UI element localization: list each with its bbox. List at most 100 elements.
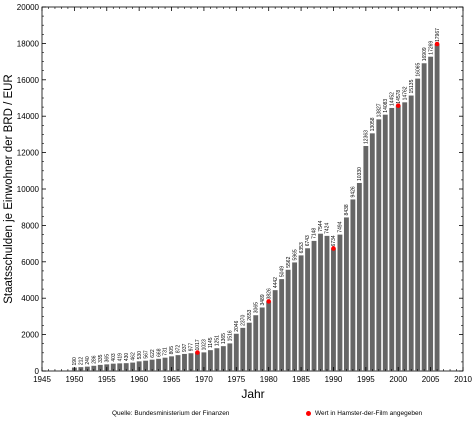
y-tick-label: 10000 xyxy=(17,185,40,194)
bar-value-label: 6353 xyxy=(299,242,305,253)
y-tick-label: 18000 xyxy=(17,39,40,48)
bar xyxy=(233,333,239,371)
bar-value-label: 365 xyxy=(104,354,110,363)
bar xyxy=(298,255,304,371)
bar-value-label: 530 xyxy=(137,351,143,360)
x-tick-label: 1960 xyxy=(130,375,148,384)
bar xyxy=(169,356,174,371)
bar xyxy=(182,353,187,371)
bar-value-label: 6734 xyxy=(331,235,337,246)
bar xyxy=(376,119,382,371)
bar-value-label: 430 xyxy=(124,353,130,362)
bar-value-label: 5562 xyxy=(286,256,292,267)
bar-value-label: 13827 xyxy=(377,103,383,117)
bar xyxy=(149,359,155,371)
bar-value-label: 240 xyxy=(85,356,91,365)
bar xyxy=(363,145,369,371)
y-tick-label: 20000 xyxy=(17,3,40,12)
bar-value-label: 5049 xyxy=(279,266,285,277)
bar-series xyxy=(71,44,440,372)
bar-value-label: 9426 xyxy=(351,186,357,197)
bar xyxy=(415,78,421,372)
bar xyxy=(201,352,207,371)
bar-value-label: 419 xyxy=(117,353,123,362)
bar-value-label: 872 xyxy=(176,345,182,354)
x-tick-label: 2000 xyxy=(389,375,407,384)
bar-value-labels: 190 212 240 286 335 365 403 419 430 462 530 567 622 6… xyxy=(72,28,441,366)
bar-value-label: 2046 xyxy=(234,320,240,331)
bar-value-label: 977 xyxy=(189,343,195,352)
bar xyxy=(428,56,434,371)
y-tick-label: 2000 xyxy=(21,331,39,340)
y-tick-label: 6000 xyxy=(21,258,39,267)
x-tick-label: 1950 xyxy=(65,375,83,384)
bar xyxy=(285,269,291,371)
bar xyxy=(136,361,142,371)
x-tick-label: 1975 xyxy=(227,375,245,384)
bar-value-label: 6743 xyxy=(305,235,311,246)
legend-marker-icon xyxy=(306,410,311,416)
bar xyxy=(434,44,440,371)
bar xyxy=(259,307,265,371)
bar-value-label: 1516 xyxy=(228,330,234,341)
bar-value-label: 16909 xyxy=(422,47,428,61)
bar xyxy=(130,362,136,371)
bar-value-label: 14578 xyxy=(396,90,402,104)
bar-value-label: 3489 xyxy=(260,294,266,305)
x-tick-label: 2005 xyxy=(422,375,440,384)
bar xyxy=(402,102,408,371)
bar-value-label: 567 xyxy=(143,350,149,359)
bar xyxy=(84,366,90,371)
x-tick-label: 1955 xyxy=(98,375,116,384)
bar xyxy=(246,322,252,371)
bar-value-label: 14083 xyxy=(383,99,389,113)
bar xyxy=(305,248,310,371)
bar xyxy=(389,107,395,371)
bar xyxy=(331,248,336,371)
bar xyxy=(318,233,323,371)
y-tick-label: 8000 xyxy=(21,221,39,230)
bar xyxy=(117,363,123,371)
bar-value-label: 286 xyxy=(92,355,98,364)
bar xyxy=(214,348,220,371)
highlight-marker xyxy=(266,299,271,304)
legend-label: Wert in Hamster-der-Film angegeben xyxy=(315,410,423,417)
bar-value-label: 2370 xyxy=(240,315,246,326)
bar xyxy=(337,234,343,371)
bar xyxy=(266,301,272,371)
bar-value-label: 17967 xyxy=(435,28,441,42)
bar xyxy=(123,363,129,371)
bar xyxy=(324,235,330,371)
bar-value-label: 937 xyxy=(182,343,188,352)
bar xyxy=(408,95,414,371)
x-tick-label: 1980 xyxy=(260,375,278,384)
highlight-markers xyxy=(195,41,440,355)
bar xyxy=(356,182,362,371)
bar-value-label: 403 xyxy=(111,353,117,362)
bar-value-label: 14762 xyxy=(402,86,408,100)
bar xyxy=(253,315,259,371)
bar-value-label: 1023 xyxy=(202,339,208,350)
bar-value-label: 7424 xyxy=(325,223,331,234)
bar xyxy=(97,364,103,371)
x-tick-label: 1985 xyxy=(292,375,310,384)
y-tick-label: 14000 xyxy=(17,112,40,121)
bar-value-label: 668 xyxy=(156,348,162,357)
y-tick-label: 16000 xyxy=(17,76,40,85)
bar-value-label: 3826 xyxy=(266,288,272,299)
bar-value-label: 7544 xyxy=(318,220,324,231)
bar-value-label: 15135 xyxy=(409,79,415,93)
y-axis-title: Staatsschulden je Einwohner der BRD / EU… xyxy=(3,74,15,303)
bar xyxy=(369,133,375,371)
bar xyxy=(188,353,194,371)
bar-value-label: 731 xyxy=(163,347,169,356)
y-tick-label: 0 xyxy=(35,367,40,376)
x-tick-label: 2010 xyxy=(454,375,472,384)
bar xyxy=(220,346,226,371)
x-tick-label: 1965 xyxy=(163,375,181,384)
bar-value-label: 13058 xyxy=(370,117,376,131)
bar xyxy=(91,365,97,371)
bar-value-label: 1017 xyxy=(195,339,201,350)
bar xyxy=(279,279,285,371)
